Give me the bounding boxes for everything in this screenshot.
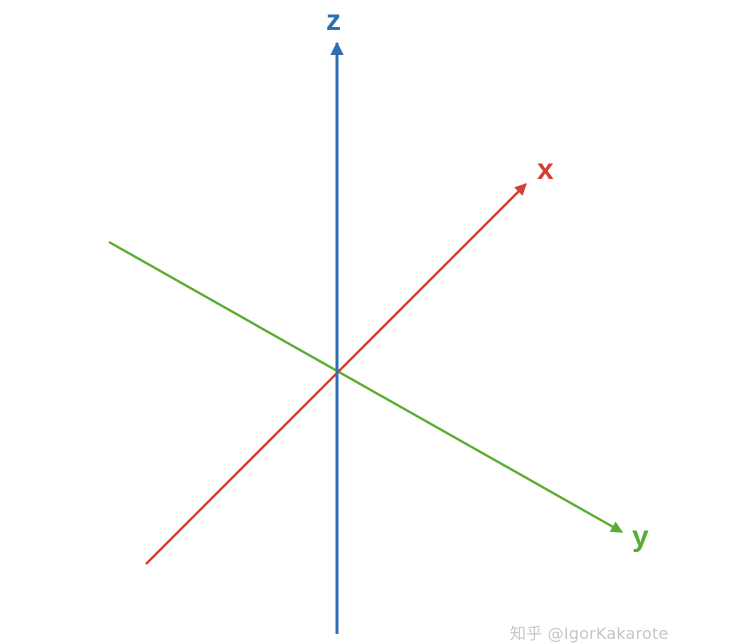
y-axis-line (108, 240, 624, 534)
watermark: 知乎 @IgorKakarote (510, 624, 669, 643)
y-axis-label: y (632, 520, 649, 553)
z-axis-label: z (326, 4, 341, 37)
x-axis-label: x (537, 153, 554, 186)
